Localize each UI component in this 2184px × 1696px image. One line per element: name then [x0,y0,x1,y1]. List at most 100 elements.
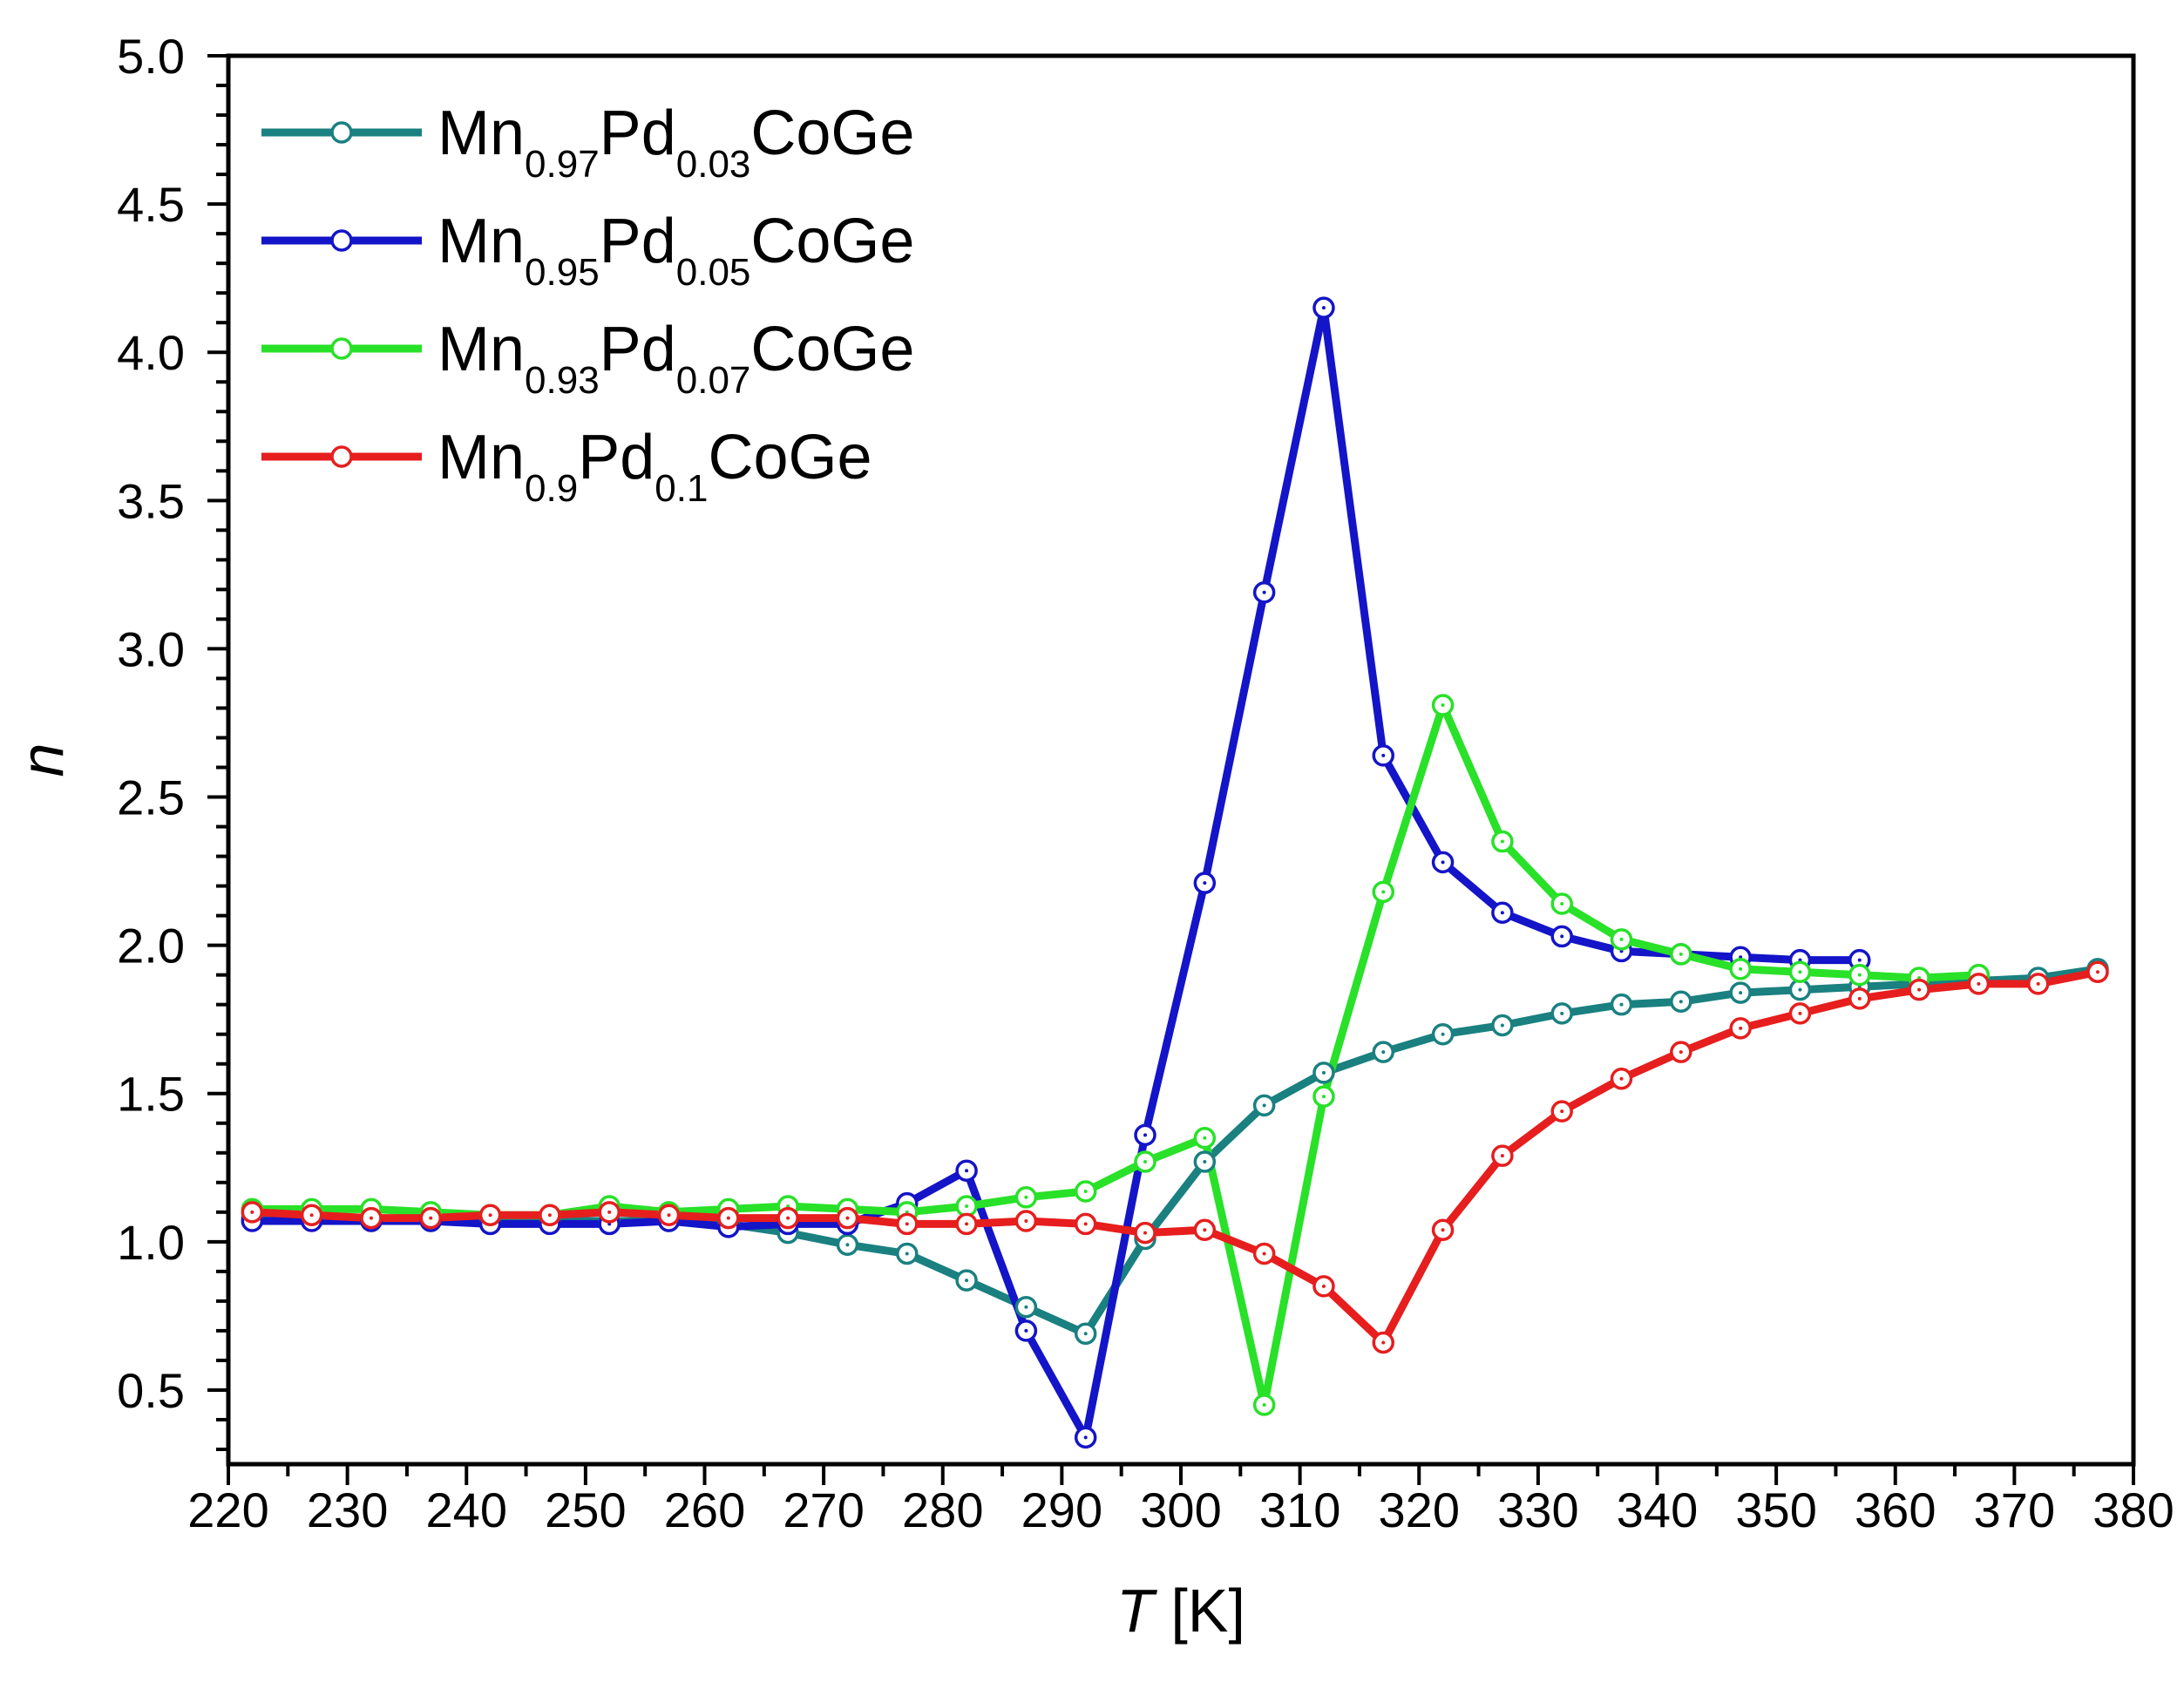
y-axis-title: n [8,743,76,777]
data-point [836,1233,859,1256]
data-point [1193,872,1217,894]
data-point [1610,993,1633,1016]
major-ticks [207,54,2135,1485]
legend-text-part: Pd [600,315,676,384]
data-point [836,1206,859,1230]
legend-text-part: Pd [600,207,676,276]
x-tick-label: 380 [2092,1482,2174,1537]
legend-marker [330,121,353,144]
data-point [1014,1295,1038,1319]
legend-label: Mn0.9Pd0.1CoGe [437,423,872,510]
x-tick-label: 260 [664,1482,745,1537]
legend-text-part: Mn [437,98,525,168]
data-point [1193,1150,1217,1173]
x-axis-unit: [K] [1170,1577,1245,1645]
data-point [1312,1062,1335,1084]
y-tick-label: 3.0 [117,621,185,676]
data-point [1193,1218,1217,1241]
legend-text-part: Pd [578,423,655,492]
legend-label: Mn0.93Pd0.07CoGe [437,315,914,402]
data-point [1252,581,1276,604]
x-tick-label: 310 [1259,1482,1340,1537]
data-point [539,1204,561,1226]
legend-label: Mn0.95Pd0.05CoGe [437,207,914,294]
legend-text-part: Mn [437,423,525,492]
data-point [1014,1210,1038,1232]
data-point [478,1204,502,1226]
legend-marker [330,337,353,360]
legend-entry: Mn0.97Pd0.03CoGe [261,98,914,186]
data-point [1610,1067,1633,1090]
data-point [419,1206,443,1230]
x-tick-label: 220 [187,1482,268,1537]
y-tick-label: 2.0 [117,919,185,974]
legend-text-part: Mn [437,207,525,276]
x-axis-variable: T [1116,1577,1157,1645]
data-point [1848,987,1871,1010]
legend-label: Mn0.97Pd0.03CoGe [437,98,914,186]
data-point [1550,1002,1573,1025]
data-point [598,1201,621,1224]
data-point [300,1204,323,1226]
data-point [1372,1041,1395,1063]
x-axis-title: T [K] [1116,1577,1245,1645]
legend-marker [330,445,353,468]
data-point [241,1201,264,1224]
legend-subscript: 0.07 [676,359,751,402]
y-tick-label: 4.0 [117,325,185,380]
data-point [1729,1017,1752,1040]
data-point [955,1269,978,1292]
legend-text-part: CoGe [708,423,872,492]
data-point [1491,1014,1514,1037]
data-point [1252,1242,1276,1265]
data-point [1550,925,1573,948]
data-point [1491,901,1514,924]
data-point [896,1212,919,1236]
data-point [1729,958,1752,980]
data-point [1788,960,1812,984]
data-point [1312,1085,1335,1108]
data-point [1670,1041,1692,1063]
data-point [1312,296,1335,319]
data-point [360,1206,383,1230]
data-point [1908,978,1930,1001]
data-point [1193,1127,1217,1150]
data-point [1848,963,1871,987]
data-point [955,1212,978,1236]
series-line [252,307,1860,1449]
x-tick-label: 290 [1021,1482,1102,1537]
data-point [1014,1186,1038,1209]
data-point [1372,1331,1395,1354]
legend: Mn0.97Pd0.03CoGeMn0.95Pd0.05CoGeMn0.93Pd… [261,98,914,510]
x-tick-label: 360 [1855,1482,1936,1537]
data-point [777,1206,799,1230]
data-point [1431,851,1455,874]
legend-subscript: 0.93 [525,359,600,402]
data-point [1074,1426,1097,1449]
data-point [717,1206,740,1230]
data-point [1670,943,1692,966]
data-point [1134,1150,1156,1173]
legend-text-part: CoGe [750,315,914,384]
x-tick-label: 300 [1140,1482,1221,1537]
data-point [1431,694,1455,716]
y-tick-label: 4.5 [117,177,185,232]
data-point [1252,1394,1276,1416]
x-tick-label: 370 [1974,1482,2055,1537]
y-tick-labels: 0.5 1.0 1.5 2.0 2.5 3.0 3.5 4.0 4.5 5.0 [117,29,185,1418]
legend-subscript: 0.95 [525,251,600,294]
legend-text-part: Mn [437,315,525,384]
legend-text-part: CoGe [750,98,914,168]
data-point [1074,1322,1097,1346]
y-tick-label: 2.5 [117,770,185,825]
data-point [1491,1144,1514,1167]
data-point [1550,892,1573,915]
x-tick-label: 330 [1497,1482,1578,1537]
x-tick-label: 320 [1379,1482,1460,1537]
legend-subscript: 0.05 [676,251,751,294]
data-point [1074,1212,1097,1236]
x-tick-label: 270 [783,1482,864,1537]
x-tick-label: 280 [902,1482,983,1537]
legend-subscript: 0.03 [676,143,751,186]
data-point [2086,960,2109,984]
